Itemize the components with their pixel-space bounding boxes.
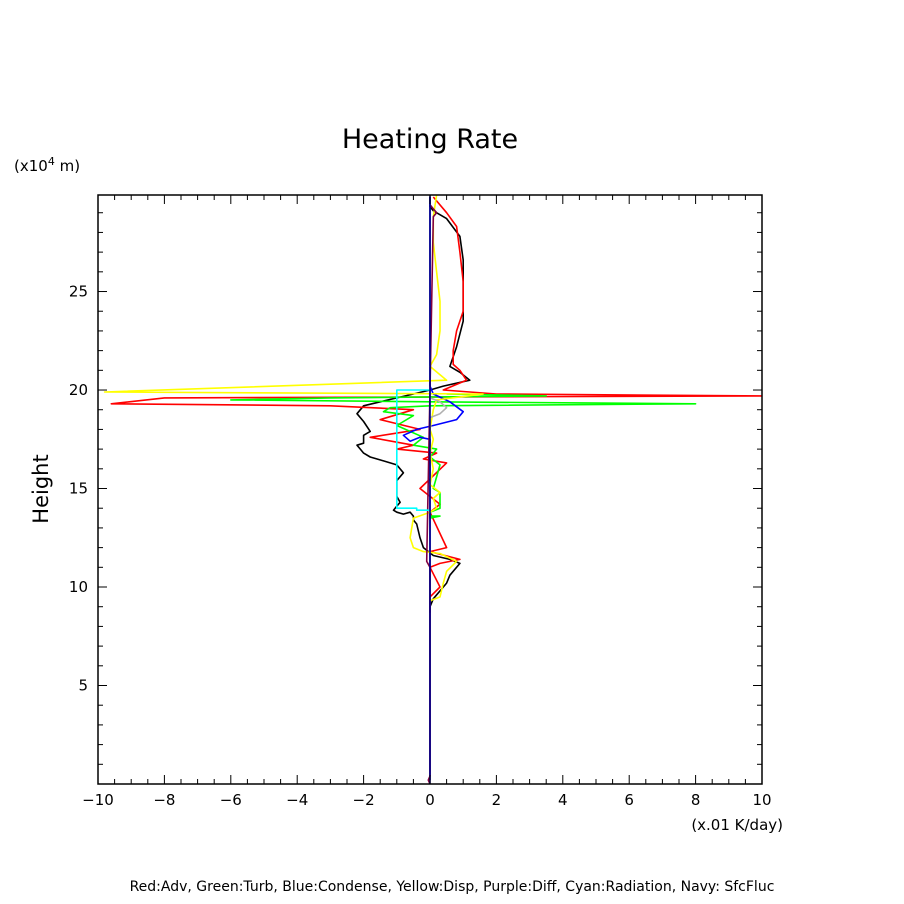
series-line-net [356, 197, 471, 613]
series-line-cyan-radiation [395, 389, 430, 512]
chart-title: Heating Rate [342, 124, 518, 155]
x-tick-label: 8 [691, 791, 701, 809]
y-axis-title: Height [29, 454, 53, 523]
x-tick-label: 0 [425, 791, 435, 809]
y-tick-label: 25 [69, 283, 88, 301]
x-tick-label: 4 [558, 791, 568, 809]
x-tick-label: −8 [153, 791, 175, 809]
y-unit-label: (x104 m) [14, 155, 80, 175]
plot-frame [97, 194, 763, 785]
series-layer [103, 195, 762, 784]
x-tick-label: 6 [624, 791, 634, 809]
y-tick-label: 5 [78, 677, 88, 695]
series-line-yellow-disp [103, 195, 484, 602]
y-tick-label: 15 [69, 480, 88, 498]
x-tick-label: 2 [492, 791, 502, 809]
tick-label-layer: −10 −8 −6 −4 −2 0 2 4 6 8 10 5 10 15 20 25 [69, 283, 772, 809]
series-line-grey [429, 397, 448, 419]
y-tick-label: 20 [69, 381, 88, 399]
x-tick-label: −10 [82, 791, 114, 809]
y-unit-exponent: 4 [48, 155, 55, 168]
x-tick-label: −2 [353, 791, 375, 809]
x-tick-label: 10 [752, 791, 771, 809]
x-unit-label: (x.01 K/day) [691, 816, 783, 834]
x-tick-label: −6 [220, 791, 242, 809]
y-unit-suffix: m) [55, 157, 80, 175]
x-tick-label: −4 [286, 791, 308, 809]
legend-note: Red:Adv, Green:Turb, Blue:Condense, Yell… [130, 879, 775, 895]
y-tick-label: 10 [69, 578, 88, 596]
y-unit-prefix: (x10 [14, 157, 48, 175]
